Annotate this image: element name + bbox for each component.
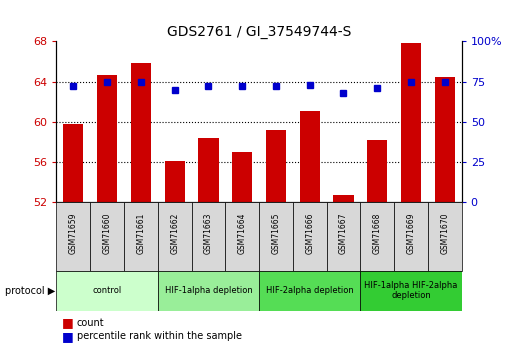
Bar — [165, 161, 185, 202]
Bar — [225, 202, 259, 271]
Bar — [198, 138, 219, 202]
Text: ■: ■ — [62, 316, 73, 329]
Bar — [124, 202, 158, 271]
Bar — [293, 202, 327, 271]
Text: percentile rank within the sample: percentile rank within the sample — [77, 332, 242, 341]
Text: GSM71663: GSM71663 — [204, 212, 213, 254]
Bar — [191, 202, 225, 271]
Bar — [360, 271, 462, 310]
Text: control: control — [92, 286, 122, 295]
Bar — [259, 271, 360, 310]
Bar — [394, 202, 428, 271]
Text: GSM71668: GSM71668 — [373, 212, 382, 254]
Text: GSM71669: GSM71669 — [406, 212, 416, 254]
Bar — [97, 76, 117, 202]
Bar — [56, 202, 90, 271]
Text: GSM71659: GSM71659 — [69, 212, 78, 254]
Bar — [333, 195, 353, 202]
Bar — [157, 202, 191, 271]
Text: GSM71661: GSM71661 — [136, 212, 145, 254]
Text: GSM71670: GSM71670 — [440, 212, 449, 254]
Bar — [131, 63, 151, 202]
Text: protocol ▶: protocol ▶ — [5, 286, 55, 296]
Text: HIF-2alpha depletion: HIF-2alpha depletion — [266, 286, 353, 295]
Bar — [232, 152, 252, 202]
Text: HIF-1alpha HIF-2alpha
depletion: HIF-1alpha HIF-2alpha depletion — [364, 281, 458, 300]
Text: GSM71666: GSM71666 — [305, 212, 314, 254]
Bar — [157, 271, 259, 310]
Text: ■: ■ — [62, 330, 73, 343]
Bar — [435, 78, 455, 202]
Bar — [300, 111, 320, 202]
Bar — [90, 202, 124, 271]
Text: count: count — [77, 318, 105, 327]
Bar — [327, 202, 360, 271]
Bar — [56, 271, 157, 310]
Bar — [401, 43, 421, 202]
Text: GSM71660: GSM71660 — [103, 212, 112, 254]
Bar — [367, 140, 387, 202]
Bar — [63, 124, 84, 202]
Title: GDS2761 / GI_37549744-S: GDS2761 / GI_37549744-S — [167, 25, 351, 39]
Text: HIF-1alpha depletion: HIF-1alpha depletion — [165, 286, 252, 295]
Text: GSM71667: GSM71667 — [339, 212, 348, 254]
Bar — [428, 202, 462, 271]
Text: GSM71665: GSM71665 — [271, 212, 281, 254]
Text: GSM71664: GSM71664 — [238, 212, 247, 254]
Bar — [360, 202, 394, 271]
Bar — [266, 130, 286, 202]
Bar — [259, 202, 293, 271]
Text: GSM71662: GSM71662 — [170, 212, 179, 254]
